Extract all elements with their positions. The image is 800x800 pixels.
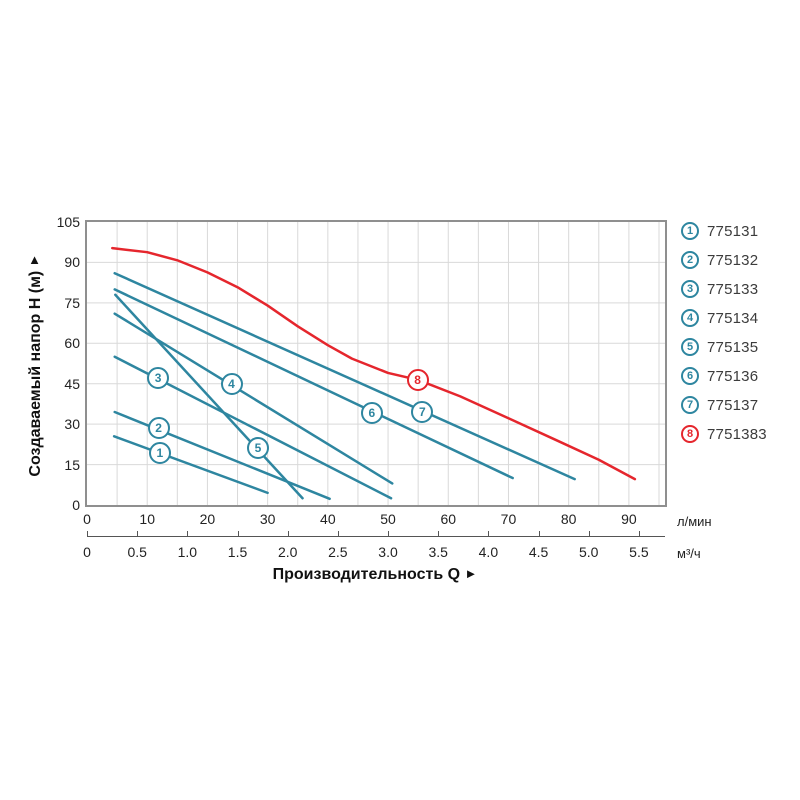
x-tick-label-lmin: 60 — [440, 511, 457, 527]
legend-item-8: 8 7751383 — [681, 425, 767, 443]
legend-code: 775132 — [707, 251, 759, 269]
legend-code: 775135 — [707, 338, 759, 356]
curve-marker-7: 7 — [411, 401, 434, 423]
y-tick-label: 15 — [64, 456, 80, 473]
legend-marker-1: 1 — [681, 222, 699, 240]
x-tick-label-m3h: 5.5 — [629, 544, 649, 560]
y-tick-label: 75 — [64, 294, 80, 311]
x-tick-mark-m3h — [187, 531, 189, 537]
x-tick-label-m3h: 1.0 — [177, 544, 198, 560]
legend-item-1: 1 775131 — [681, 222, 767, 240]
curve-8 — [111, 246, 637, 481]
x-tick-mark-m3h — [488, 531, 490, 537]
x-tick-label-lmin: 70 — [500, 511, 517, 527]
legend-item-5: 5 775135 — [681, 338, 767, 356]
legend-marker-4: 4 — [681, 309, 699, 327]
legend-code: 7751383 — [707, 425, 767, 443]
legend-code: 775134 — [707, 309, 759, 327]
legend-marker-8: 8 — [681, 425, 699, 443]
x-tick-label-m3h: 4.5 — [528, 544, 549, 560]
x-tick-label-m3h: 3.5 — [428, 544, 448, 560]
curve-marker-5: 5 — [246, 436, 269, 459]
x-tick-mark-m3h — [388, 531, 390, 537]
x-tick-label-m3h: 0 — [83, 544, 91, 560]
x-tick-label-m3h: 5.0 — [579, 544, 599, 560]
x-tick-label-lmin: 20 — [199, 511, 216, 527]
x-tick-label-m3h: 0.5 — [127, 544, 147, 560]
curve-marker-2: 2 — [147, 416, 170, 439]
curve-marker-1: 1 — [148, 441, 171, 464]
legend-item-4: 4 775134 — [681, 309, 767, 327]
legend-marker-2: 2 — [681, 251, 699, 269]
y-tick-label: 90 — [64, 254, 80, 271]
curve-7 — [113, 271, 576, 481]
legend-marker-6: 6 — [681, 367, 699, 385]
x-tick-mark-m3h — [337, 531, 339, 537]
x-tick-mark-m3h — [137, 531, 139, 537]
x-tick-label-m3h: 1.5 — [227, 544, 248, 560]
curve-6 — [113, 288, 514, 480]
x-tick-label-lmin: 40 — [320, 511, 336, 527]
x-tick-label-lmin: 0 — [83, 511, 91, 527]
legend-item-2: 2 775132 — [681, 251, 767, 269]
x-tick-label-lmin: 80 — [560, 511, 577, 527]
x-tick-mark-m3h — [237, 531, 239, 537]
x-tick-label-m3h: 4.0 — [478, 544, 499, 560]
x-tick-mark-m3h — [87, 531, 88, 537]
curve-5 — [114, 293, 304, 500]
y-tick-label: 0 — [72, 497, 80, 513]
x-axis-title: Производительность Q ► — [170, 566, 580, 584]
legend-marker-5: 5 — [681, 338, 699, 356]
y-tick-label: 45 — [64, 375, 80, 392]
x-tick-mark-m3h — [638, 531, 640, 537]
x-axis-unit-lmin: л/мин — [677, 514, 712, 529]
plot-border — [85, 220, 667, 507]
curve-marker-3: 3 — [147, 367, 170, 390]
curve-marker-6: 6 — [360, 402, 383, 425]
x-tick-label-lmin: 50 — [380, 511, 396, 527]
x-tick-label-m3h: 2.0 — [277, 544, 298, 560]
legend-code: 775136 — [707, 367, 759, 385]
curve-4 — [113, 312, 394, 485]
legend-code: 775137 — [707, 396, 759, 414]
curve-marker-8: 8 — [406, 368, 429, 391]
legend: 1 775131 2 775132 3 775133 4 775134 5 775135 6 7751… — [681, 222, 767, 443]
x-axis-unit-m3h: м³/ч — [677, 546, 701, 561]
legend-item-6: 6 775136 — [681, 367, 767, 385]
y-tick-label: 60 — [64, 335, 80, 352]
x-tick-label-lmin: 10 — [139, 511, 155, 527]
secondary-axis-line — [87, 536, 665, 537]
x-tick-mark-m3h — [438, 531, 440, 537]
y-tick-label: 30 — [64, 416, 80, 433]
right-arrow-icon: ► — [464, 566, 478, 581]
x-tick-mark-m3h — [287, 531, 289, 537]
y-tick-label: 105 — [56, 214, 80, 230]
legend-item-3: 3 775133 — [681, 280, 767, 298]
x-tick-label-m3h: 3.0 — [378, 544, 398, 560]
legend-code: 775133 — [707, 280, 759, 298]
plot-area — [85, 220, 667, 507]
legend-marker-7: 7 — [681, 396, 699, 414]
x-tick-mark-m3h — [588, 531, 590, 537]
curve-marker-4: 4 — [220, 372, 243, 395]
legend-item-7: 7 775137 — [681, 396, 767, 414]
curve-1 — [112, 435, 269, 495]
legend-marker-3: 3 — [681, 280, 699, 298]
x-axis-title-text: Производительность Q — [272, 566, 461, 583]
x-tick-label-lmin: 90 — [621, 511, 637, 527]
x-tick-label-m3h: 2.5 — [328, 544, 348, 560]
x-tick-mark-m3h — [538, 531, 540, 537]
x-tick-label-lmin: 30 — [259, 511, 276, 527]
legend-code: 775131 — [707, 222, 759, 240]
